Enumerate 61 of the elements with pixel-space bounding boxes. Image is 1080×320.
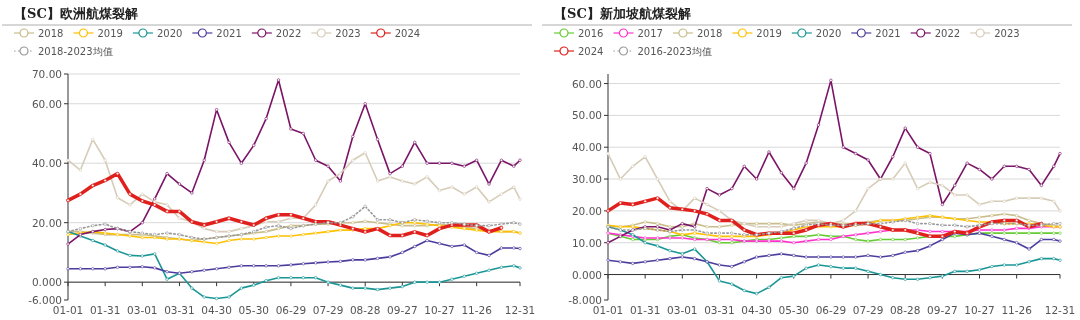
x-tick-label: 01-01 (592, 304, 624, 316)
y-tick-label: 10.00 (571, 236, 602, 249)
legend-label: 2018-2023均值 (38, 46, 113, 57)
x-tick-label: 01-31 (89, 304, 121, 316)
x-tick-label: 07-29 (312, 304, 344, 316)
x-tick-label: 10-27 (424, 304, 455, 316)
legend-label: 2022 (275, 28, 302, 39)
legend-label: 2021 (216, 28, 242, 39)
legend-label: 2024 (578, 46, 604, 57)
y-tick-label: 20.00 (571, 204, 602, 217)
y-tick-label: -6.000 (28, 294, 62, 306)
x-tick-label: 12-31 (1044, 304, 1076, 316)
y-tick-label: 60.00 (571, 77, 602, 90)
x-tick-label: 08-28 (889, 304, 921, 316)
legend-label: 2021 (875, 28, 901, 39)
x-tick-label: 12-31 (504, 304, 536, 316)
x-tick-label: 11-26 (461, 304, 493, 316)
x-tick-label: 09-27 (387, 304, 418, 316)
legend-label: 2017 (637, 28, 663, 39)
y-tick-label: 70.00 (31, 68, 62, 80)
legend-label: 2020 (815, 28, 842, 39)
x-tick-label: 04-30 (741, 304, 772, 316)
x-tick-label: 03-01 (667, 304, 698, 316)
legend-label: 2020 (156, 28, 183, 39)
legend-label: 2016-2023均值 (637, 46, 712, 57)
legend-label: 2023 (335, 28, 361, 39)
y-tick-label: 0.000 (31, 276, 62, 289)
chart-title: 【SC】欧洲航煤裂解 (14, 6, 138, 21)
x-tick-label: 05-30 (778, 304, 810, 316)
x-tick-label: 03-01 (127, 304, 158, 316)
legend-label: 2018 (696, 28, 723, 39)
legend-label: 2022 (934, 28, 961, 39)
x-tick-label: 11-26 (1001, 304, 1033, 316)
chart-title: 【SC】新加坡航煤裂解 (554, 6, 691, 21)
x-tick-label: 03-31 (164, 304, 195, 316)
x-tick-label: 03-31 (704, 304, 735, 316)
y-tick-label: 0.000 (571, 268, 602, 281)
legend-label: 2016 (578, 28, 604, 39)
y-tick-label: 40.00 (571, 141, 602, 154)
x-tick-label: 04-30 (201, 304, 232, 316)
y-tick-label: 40.00 (31, 157, 62, 170)
x-tick-label: 07-29 (852, 304, 884, 316)
x-tick-label: 01-01 (52, 304, 84, 316)
y-tick-label: 30.00 (571, 173, 602, 186)
legend-label: 2018 (38, 28, 64, 39)
legend-label: 2023 (994, 28, 1020, 39)
x-tick-label: 01-31 (629, 304, 661, 316)
legend-label: 2019 (756, 28, 782, 39)
y-tick-label: 50.00 (571, 109, 602, 122)
line-series (66, 171, 504, 238)
legend-label: 2024 (394, 28, 421, 39)
x-tick-label: 05-30 (238, 304, 270, 316)
y-tick-label: -8.000 (568, 294, 602, 306)
y-tick-label: 60.00 (31, 97, 62, 110)
x-tick-label: 06-29 (815, 304, 847, 316)
x-tick-label: 08-28 (349, 304, 381, 316)
x-tick-label: 10-27 (964, 304, 995, 316)
x-tick-label: 06-29 (275, 304, 307, 316)
x-tick-label: 09-27 (927, 304, 958, 316)
y-tick-label: 20.00 (31, 216, 62, 229)
legend-label: 2019 (97, 28, 123, 39)
